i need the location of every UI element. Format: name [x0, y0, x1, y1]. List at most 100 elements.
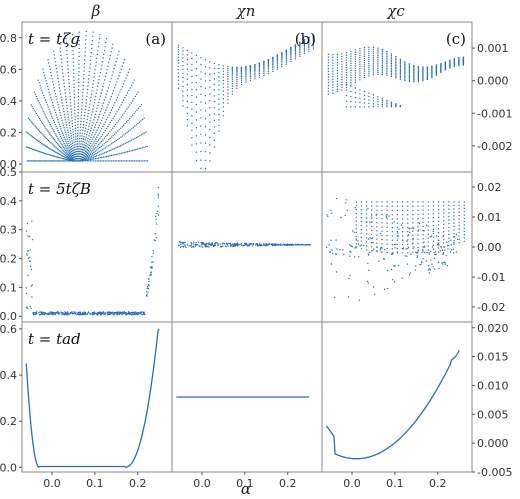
data-point — [423, 230, 425, 232]
data-point — [190, 241, 192, 244]
data-point — [381, 52, 384, 54]
data-point — [281, 57, 283, 60]
data-point — [359, 54, 361, 56]
data-point — [438, 244, 440, 246]
data-point — [64, 144, 66, 146]
data-point — [407, 226, 409, 228]
data-point — [77, 126, 79, 129]
data-point — [381, 226, 383, 228]
data-point — [390, 75, 393, 78]
data-point — [114, 154, 116, 156]
data-point — [437, 224, 440, 226]
data-point — [91, 313, 94, 315]
data-point — [87, 85, 89, 87]
data-point — [117, 120, 120, 122]
data-point — [51, 143, 53, 145]
data-point — [413, 71, 415, 74]
data-point — [112, 314, 115, 316]
data-point — [395, 69, 397, 72]
data-point — [62, 145, 64, 147]
data-point — [363, 62, 366, 64]
data-point — [125, 160, 128, 162]
data-point — [395, 103, 397, 105]
data-point — [191, 108, 193, 110]
data-point — [294, 52, 297, 55]
data-point — [434, 253, 436, 256]
data-point — [195, 96, 198, 98]
data-point — [303, 43, 306, 45]
data-point — [451, 249, 453, 251]
data-point — [83, 77, 85, 80]
data-point — [366, 280, 369, 283]
data-point — [213, 132, 216, 135]
data-point — [90, 136, 92, 139]
data-point — [376, 246, 378, 248]
data-point — [78, 145, 80, 148]
data-point — [133, 149, 135, 151]
data-point — [72, 131, 74, 133]
data-point — [47, 106, 49, 108]
data-point — [141, 118, 144, 121]
data-point — [377, 53, 379, 55]
data-point — [417, 73, 420, 75]
panel-data — [25, 30, 149, 162]
data-point — [327, 76, 330, 78]
data-point — [83, 62, 86, 65]
data-point — [62, 313, 64, 316]
data-point — [56, 148, 59, 150]
data-point — [103, 49, 106, 52]
data-point — [57, 160, 60, 162]
data-point — [354, 96, 357, 99]
data-point — [213, 95, 216, 97]
data-point — [39, 104, 41, 106]
data-point — [350, 100, 352, 103]
data-point — [327, 62, 330, 64]
data-point — [97, 82, 100, 84]
data-point — [290, 57, 292, 59]
data-point — [122, 83, 125, 85]
data-point — [84, 43, 87, 45]
data-point — [85, 136, 87, 138]
data-point — [272, 68, 274, 71]
data-point — [61, 69, 64, 71]
data-point — [446, 264, 448, 267]
data-point — [359, 97, 361, 100]
data-point — [327, 215, 329, 217]
data-point — [105, 127, 108, 130]
data-point — [135, 311, 137, 313]
data-point — [59, 133, 61, 136]
data-point — [66, 53, 68, 55]
data-point — [377, 101, 379, 103]
data-point — [417, 230, 419, 232]
data-point — [290, 52, 292, 54]
data-point — [215, 242, 217, 244]
data-point — [273, 244, 275, 246]
data-point — [35, 160, 37, 162]
y-tick-label: 0.3 — [0, 224, 17, 237]
data-point — [341, 89, 343, 91]
data-point — [429, 269, 431, 271]
data-point — [48, 147, 50, 149]
data-point — [359, 50, 361, 52]
data-point — [54, 109, 56, 111]
data-point — [386, 209, 388, 212]
data-point — [200, 241, 202, 244]
data-point — [96, 107, 98, 110]
data-point — [93, 102, 96, 104]
data-point — [72, 144, 74, 147]
data-point — [229, 243, 231, 245]
data-point — [34, 137, 36, 140]
data-point — [58, 106, 60, 109]
data-point — [290, 51, 292, 53]
data-point — [82, 129, 84, 132]
data-point — [448, 226, 450, 229]
data-point — [354, 53, 357, 56]
data-point — [59, 160, 61, 162]
data-point — [110, 149, 112, 151]
data-point — [407, 230, 409, 233]
data-point — [66, 104, 68, 107]
data-point — [87, 150, 90, 152]
data-point — [336, 61, 339, 64]
data-point — [217, 244, 219, 247]
data-point — [427, 225, 429, 227]
